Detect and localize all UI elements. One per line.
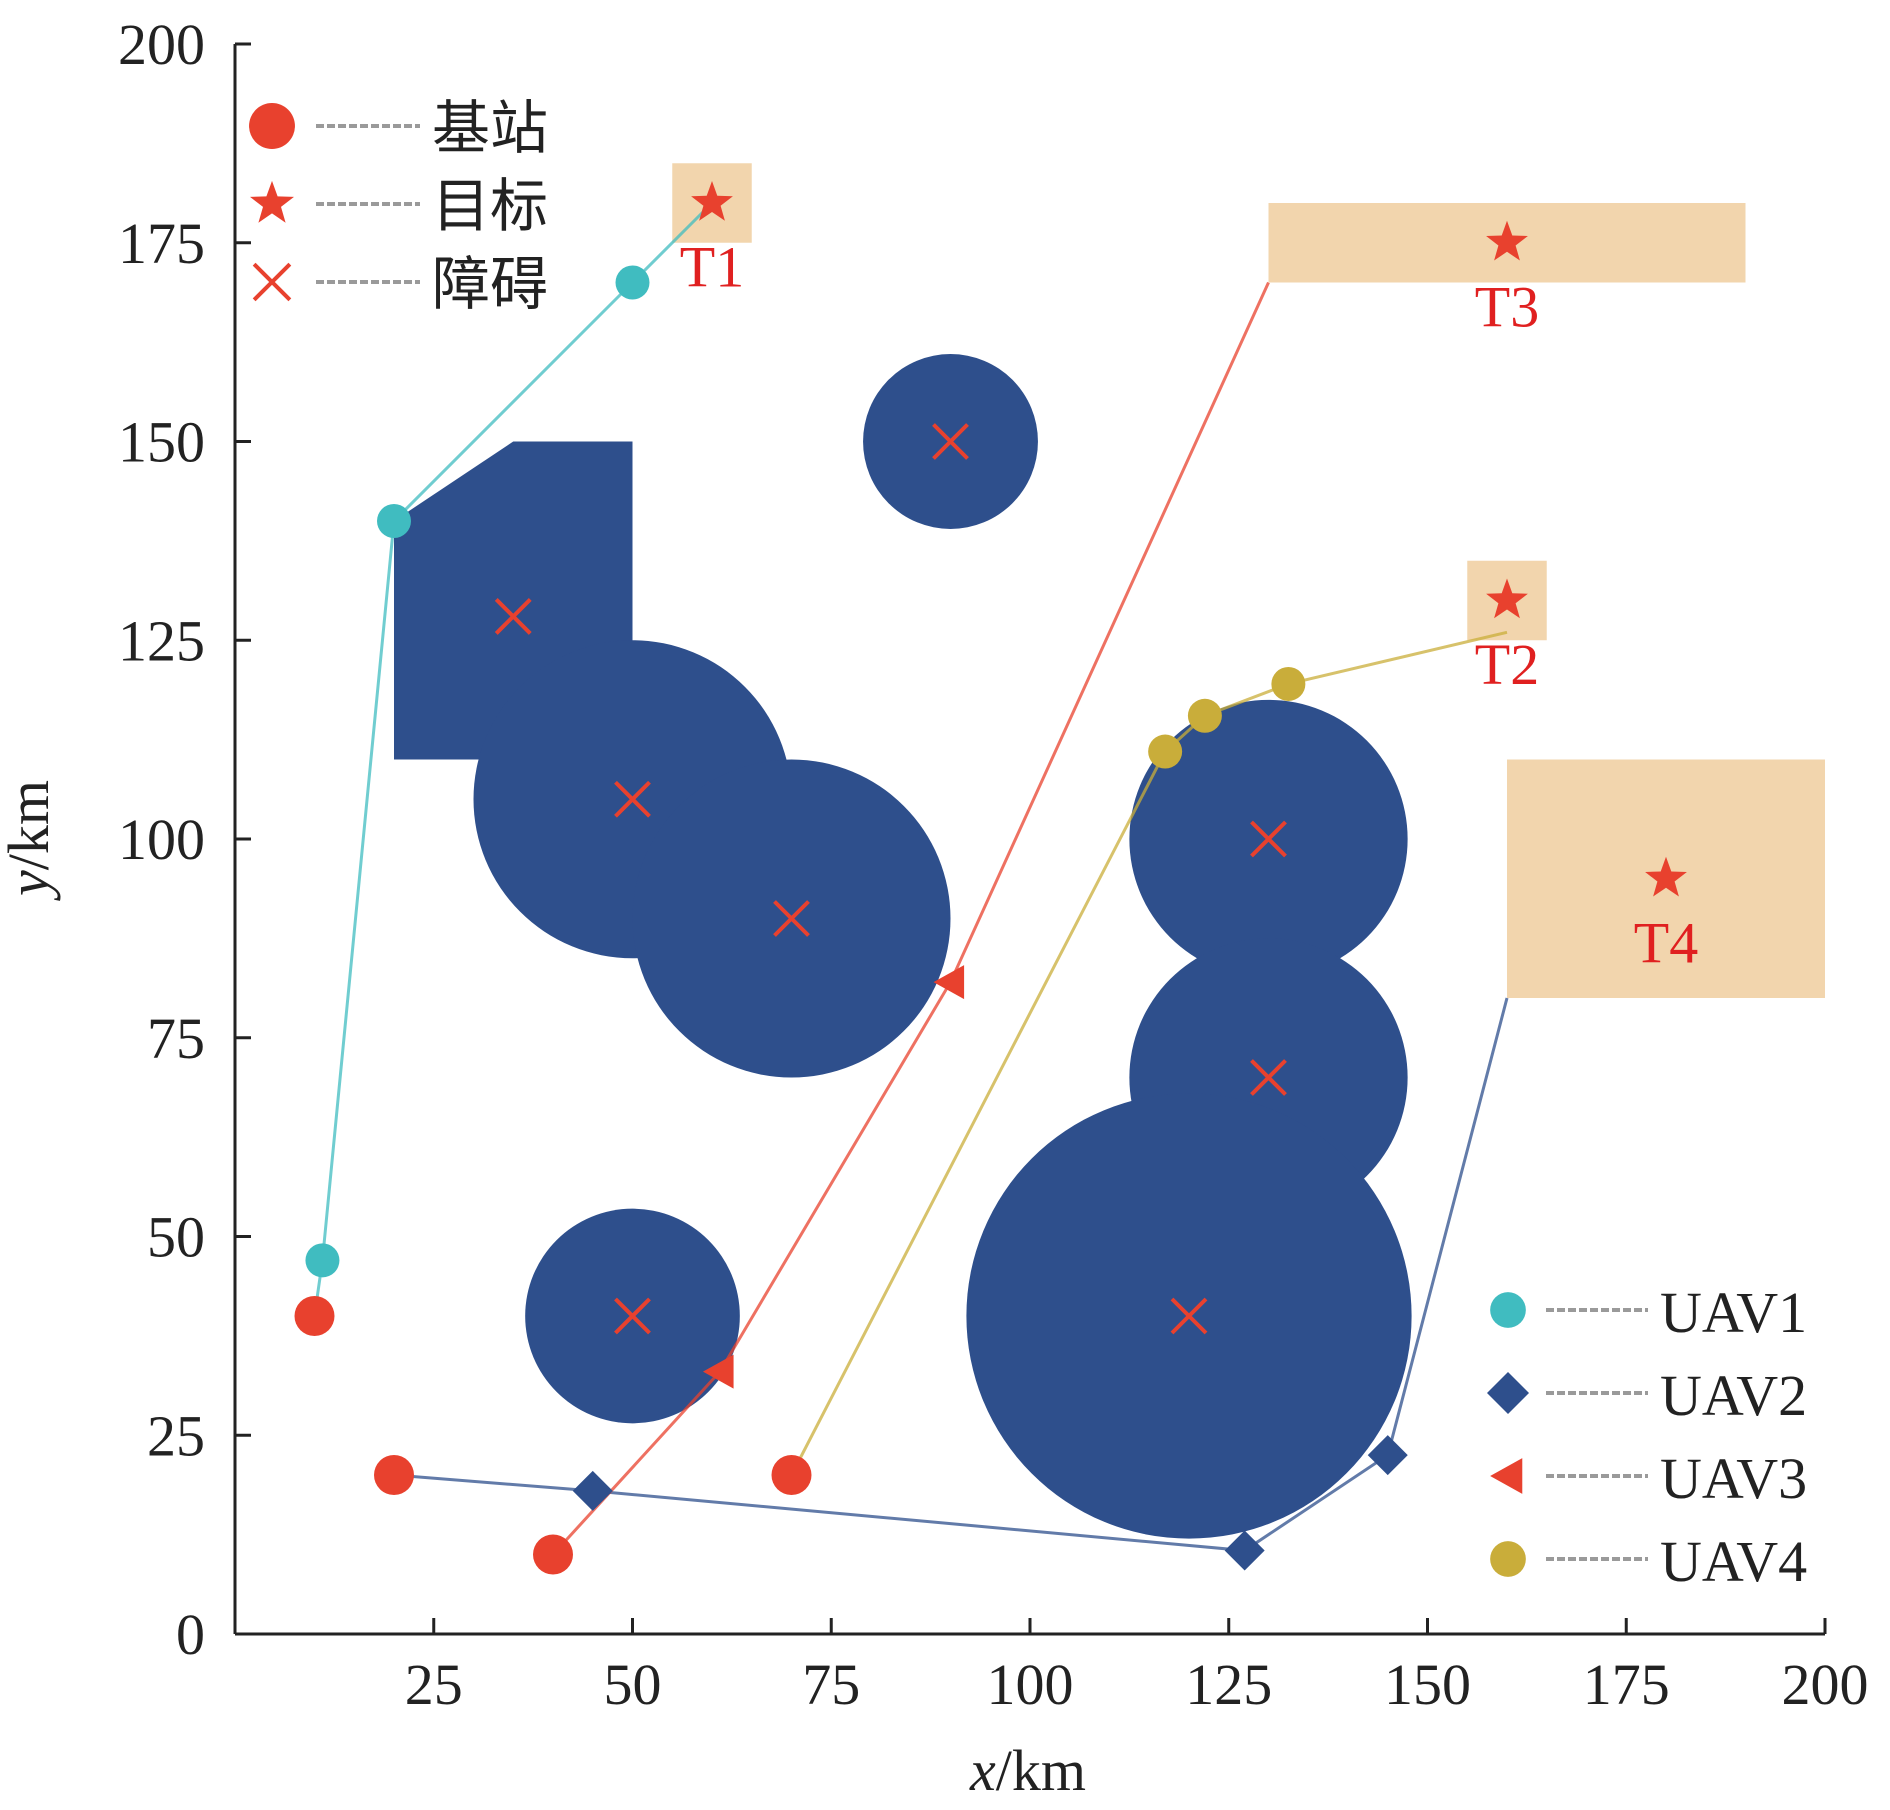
uav3-waypoint-1 — [702, 1354, 734, 1389]
legend-bottom-4-label: UAV4 — [1660, 1529, 1807, 1594]
legend-bottom-2-marker — [1487, 1372, 1529, 1414]
uav4-waypoint-2 — [1187, 698, 1222, 733]
obstacle-mark-7-stroke-b — [1250, 1059, 1287, 1096]
y-tick-label-75: 75 — [147, 1006, 205, 1071]
legend-top-3-marker-stroke-b — [252, 262, 292, 302]
target-label-t4: T4 — [1634, 910, 1698, 975]
obstacle-mark-5 — [614, 1297, 651, 1335]
obstacle-mark-2-stroke-b — [614, 780, 651, 818]
legend-bottom-3-label: UAV3 — [1660, 1446, 1807, 1511]
target-label-t1: T1 — [680, 235, 744, 300]
obstacle-mark-1 — [494, 597, 532, 635]
uav2-waypoint-3 — [1367, 1435, 1408, 1476]
obstacle-mark-8 — [1170, 1297, 1208, 1335]
legend-bottom-1-marker — [1490, 1292, 1526, 1328]
x-axis-title-var: x — [969, 1738, 996, 1803]
obstacle-mark-6-stroke-b — [1250, 820, 1287, 858]
legend-bottom-4-marker — [1490, 1541, 1526, 1577]
x-tick-label-125: 125 — [1185, 1652, 1272, 1717]
obstacle-mark-3 — [773, 900, 810, 937]
axes: 25 50 75 100 125 150 175 200 0 25 50 75 100 125 150 175… — [118, 12, 1869, 1717]
x-axis-title-unit: /km — [996, 1738, 1086, 1803]
obstacle-mark-3-stroke-b — [773, 900, 810, 937]
x-tick-label-25: 25 — [405, 1652, 463, 1717]
legend-top-3-label: 障碍 — [432, 252, 548, 317]
uav2-waypoint-1 — [572, 1470, 613, 1511]
y-tick-label-0: 0 — [176, 1602, 205, 1667]
x-axis-title: x/km — [969, 1738, 1086, 1803]
uav1-waypoint-3 — [615, 265, 650, 300]
uav4-waypoint-3 — [1271, 666, 1306, 701]
obstacle-mark-6 — [1250, 820, 1287, 858]
uav3-waypoint-2 — [933, 965, 965, 1000]
obstacle-mark-1-stroke-b — [494, 597, 532, 635]
base-station-4 — [771, 1455, 812, 1495]
obstacle-mark-5-stroke-b — [614, 1297, 651, 1335]
base-station-1 — [294, 1296, 335, 1336]
x-tick-label-50: 50 — [604, 1652, 662, 1717]
obstacle-mark-8-stroke-b — [1170, 1297, 1208, 1335]
legend-top-1-marker — [249, 103, 295, 149]
target-label-t2: T2 — [1475, 632, 1539, 697]
target-star-t1 — [691, 181, 733, 221]
y-tick-label-175: 175 — [118, 211, 205, 276]
uav3-path — [551, 281, 1270, 1556]
y-tick-label-50: 50 — [147, 1205, 205, 1270]
base-station-2 — [374, 1455, 414, 1495]
y-tick-label-100: 100 — [118, 807, 205, 872]
obstacle-mark-2 — [614, 780, 651, 818]
x-tick-label-75: 75 — [802, 1652, 860, 1717]
legend-top-3-marker — [252, 262, 292, 302]
y-tick-label-150: 150 — [118, 410, 205, 475]
y-axis-title: y/km — [0, 780, 61, 901]
obstacle-mark-4-stroke-b — [932, 423, 969, 460]
uav4-waypoint-1 — [1148, 734, 1183, 769]
target-star-t2 — [1486, 578, 1528, 619]
target-star-t4 — [1645, 856, 1687, 897]
uav1-waypoint-1 — [305, 1243, 340, 1278]
y-axis-title-var: y — [0, 870, 61, 901]
legend-bottom-3-marker — [1490, 1458, 1523, 1494]
legend-bottom-1-label: UAV1 — [1660, 1280, 1807, 1345]
x-tick-label-150: 150 — [1384, 1652, 1471, 1717]
legend-bottom-2-label: UAV2 — [1660, 1363, 1807, 1428]
uav2-waypoint-2 — [1224, 1530, 1265, 1571]
target-label-t3: T3 — [1475, 274, 1539, 339]
y-tick-label-125: 125 — [118, 608, 205, 673]
markers: T1 T3 T2 T4 — [294, 181, 1698, 1575]
uav1-waypoint-2 — [377, 504, 411, 538]
legend-top-1-label: 基站 — [432, 96, 548, 161]
legend-top-2-label: 目标 — [432, 174, 548, 239]
legend-top-2-marker — [250, 180, 294, 223]
y-axis-title-unit: /km — [0, 780, 61, 870]
x-tick-label-175: 175 — [1583, 1652, 1670, 1717]
target-star-t3 — [1486, 220, 1528, 261]
y-tick-label-25: 25 — [147, 1403, 205, 1468]
base-station-3 — [533, 1534, 573, 1575]
x-tick-label-100: 100 — [987, 1652, 1074, 1717]
obstacle-mark-4 — [932, 423, 969, 460]
obstacle-mark-7 — [1250, 1059, 1287, 1096]
y-tick-label-200: 200 — [118, 12, 205, 77]
obstacles — [394, 354, 1412, 1539]
x-tick-label-200: 200 — [1782, 1652, 1869, 1717]
